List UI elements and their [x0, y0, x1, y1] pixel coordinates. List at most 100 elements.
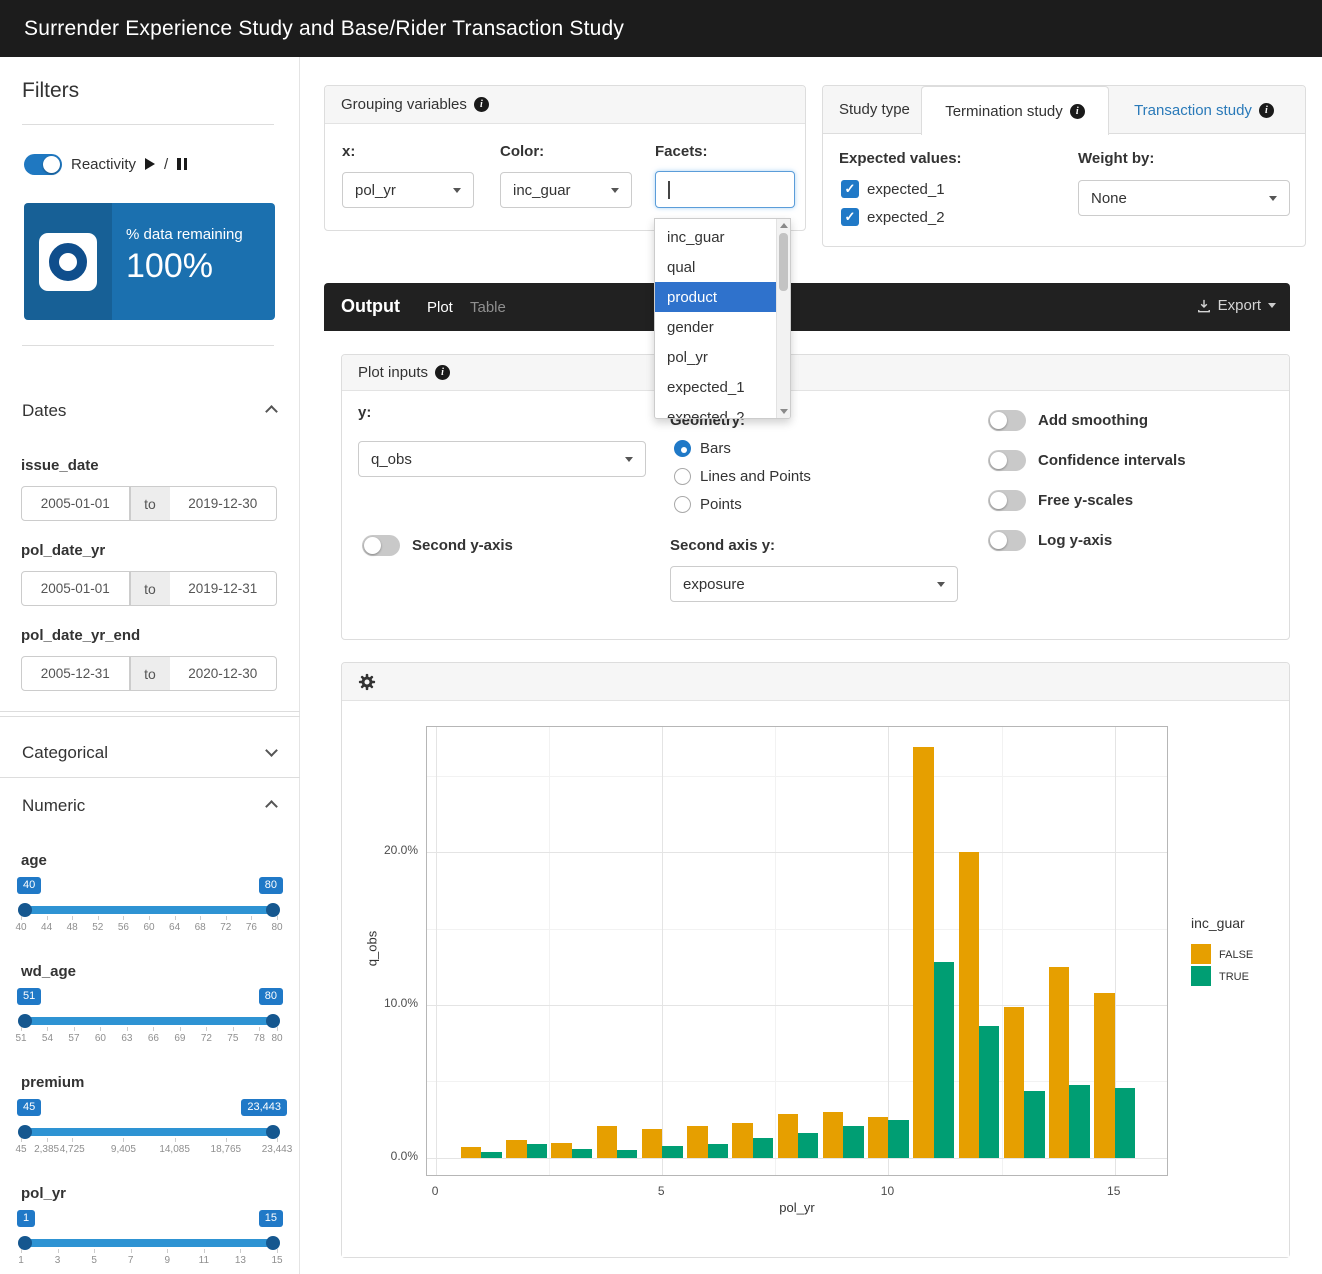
caret-down-icon — [1269, 196, 1277, 201]
x-var-select[interactable]: pol_yr — [342, 172, 474, 208]
reactivity-control: Reactivity / — [24, 153, 187, 175]
slider-handle-max[interactable] — [266, 1236, 280, 1250]
slider-handle-max[interactable] — [266, 903, 280, 917]
slider-tick-label: 2,385 — [34, 1144, 59, 1155]
color-var-select[interactable]: inc_guar — [500, 172, 632, 208]
facets-dropdown-option[interactable]: expected_1 — [655, 372, 776, 402]
free-y-scales-toggle[interactable] — [988, 490, 1026, 511]
radio-icon[interactable] — [674, 496, 691, 513]
tab-plot[interactable]: Plot — [427, 299, 453, 316]
date-from-input[interactable]: 2005-01-01 — [21, 486, 130, 521]
age-slider[interactable]: 40 80 4044485256606468727680 — [21, 877, 277, 939]
tab-transaction-study[interactable]: Transaction study i — [1109, 86, 1299, 134]
chart-panel-header — [342, 663, 1289, 701]
y-var-label: y: — [358, 404, 371, 421]
pol-yr-slider[interactable]: 1 15 13579111315 — [21, 1210, 277, 1272]
date-to-input[interactable]: 2020-12-30 — [170, 656, 278, 691]
facets-dropdown-option[interactable]: inc_guar — [655, 222, 776, 252]
facets-dropdown-option[interactable]: product — [655, 282, 776, 312]
gridline-minor — [427, 776, 1168, 777]
tab-termination-study[interactable]: Termination study i — [921, 86, 1109, 135]
x-var-label: x: — [342, 143, 355, 160]
pause-icon[interactable] — [177, 158, 187, 170]
premium-slider[interactable]: 45 23,443 452,3854,7259,40514,08518,7652… — [21, 1099, 277, 1161]
slider-handle-min[interactable] — [18, 903, 32, 917]
radio-selected-icon[interactable] — [674, 440, 691, 457]
slider-tick-mark — [72, 916, 73, 920]
y-var-select[interactable]: q_obs — [358, 441, 646, 477]
dropdown-scrollbar[interactable] — [776, 219, 790, 418]
dates-section-header[interactable]: Dates — [22, 401, 276, 421]
scrollbar-thumb[interactable] — [779, 233, 788, 291]
info-icon[interactable]: i — [474, 97, 489, 112]
slider-track[interactable] — [21, 1128, 277, 1136]
geometry-option-lines-points[interactable]: Lines and Points — [674, 468, 811, 485]
date-to-input[interactable]: 2019-12-31 — [170, 571, 278, 606]
slider-handle-max[interactable] — [266, 1125, 280, 1139]
slider-tick-label: 54 — [42, 1033, 53, 1044]
second-axis-y-select[interactable]: exposure — [670, 566, 958, 602]
checkbox-expected-1[interactable] — [841, 180, 859, 198]
scroll-down-icon[interactable] — [780, 409, 788, 414]
caret-down-icon — [625, 457, 633, 462]
date-from-input[interactable]: 2005-01-01 — [21, 571, 130, 606]
facets-dropdown-option[interactable]: expected_2 — [655, 402, 776, 419]
weight-by-select[interactable]: None — [1078, 180, 1290, 216]
add-smoothing-toggle[interactable] — [988, 410, 1026, 431]
facets-dropdown-option[interactable]: qual — [655, 252, 776, 282]
slider-tick-label: 14,085 — [159, 1144, 190, 1155]
bar-FALSE-x2 — [506, 1140, 526, 1158]
slider-tick-label: 9,405 — [111, 1144, 136, 1155]
facets-input[interactable] — [655, 171, 795, 208]
slider-tick-mark — [47, 916, 48, 920]
slider-handle-min[interactable] — [18, 1014, 32, 1028]
bar-TRUE-x1 — [481, 1152, 501, 1158]
pol-date-yr-range: 2005-01-01 to 2019-12-31 — [21, 571, 277, 606]
tab-table[interactable]: Table — [470, 299, 506, 316]
date-range-separator: to — [130, 571, 170, 606]
second-y-axis-toggle[interactable] — [362, 535, 400, 556]
bar-FALSE-x14 — [1049, 967, 1069, 1158]
categorical-section-label: Categorical — [22, 743, 108, 763]
facets-dropdown-option[interactable]: pol_yr — [655, 342, 776, 372]
wd-age-slider[interactable]: 51 80 5154576063666972757880 — [21, 988, 277, 1050]
facets-dropdown-option[interactable]: gender — [655, 312, 776, 342]
pol-date-yr-label: pol_date_yr — [21, 542, 105, 559]
export-button[interactable]: Export — [1197, 297, 1276, 314]
info-icon[interactable]: i — [435, 365, 450, 380]
add-smoothing-row: Add smoothing — [988, 410, 1148, 431]
date-from-input[interactable]: 2005-12-31 — [21, 656, 130, 691]
slider-handle-min[interactable] — [18, 1125, 32, 1139]
slider-track[interactable] — [21, 1017, 277, 1025]
play-icon[interactable] — [145, 158, 155, 170]
x-axis-tick-label: 15 — [1107, 1184, 1120, 1198]
radio-icon[interactable] — [674, 468, 691, 485]
checkbox-expected-2[interactable] — [841, 208, 859, 226]
download-icon — [1197, 299, 1211, 313]
y-axis-title: q_obs — [365, 909, 380, 989]
slider-min-badge: 51 — [17, 988, 41, 1005]
log-y-axis-toggle[interactable] — [988, 530, 1026, 551]
plot-inputs-title: Plot inputs — [358, 364, 428, 381]
slider-handle-min[interactable] — [18, 1236, 32, 1250]
slider-track[interactable] — [21, 906, 277, 914]
slider-track[interactable] — [21, 1239, 277, 1247]
slider-handle-max[interactable] — [266, 1014, 280, 1028]
reactivity-toggle[interactable] — [24, 154, 62, 175]
info-icon[interactable]: i — [1070, 104, 1085, 119]
date-to-input[interactable]: 2019-12-30 — [170, 486, 278, 521]
info-icon[interactable]: i — [1259, 103, 1274, 118]
scroll-up-icon[interactable] — [780, 223, 788, 228]
slider-max-badge: 80 — [259, 988, 283, 1005]
numeric-section-header[interactable]: Numeric — [22, 796, 276, 816]
grouping-panel-title: Grouping variables — [341, 96, 467, 113]
bar-FALSE-x11 — [913, 747, 933, 1158]
categorical-section-header[interactable]: Categorical — [22, 743, 276, 763]
gear-icon[interactable] — [358, 673, 376, 691]
slider-tick-label: 15 — [271, 1255, 282, 1266]
geometry-option-points[interactable]: Points — [674, 496, 742, 513]
confidence-intervals-toggle[interactable] — [988, 450, 1026, 471]
slider-tick-mark — [123, 1138, 124, 1142]
bar-TRUE-x15 — [1115, 1088, 1135, 1158]
geometry-option-bars[interactable]: Bars — [674, 440, 731, 457]
